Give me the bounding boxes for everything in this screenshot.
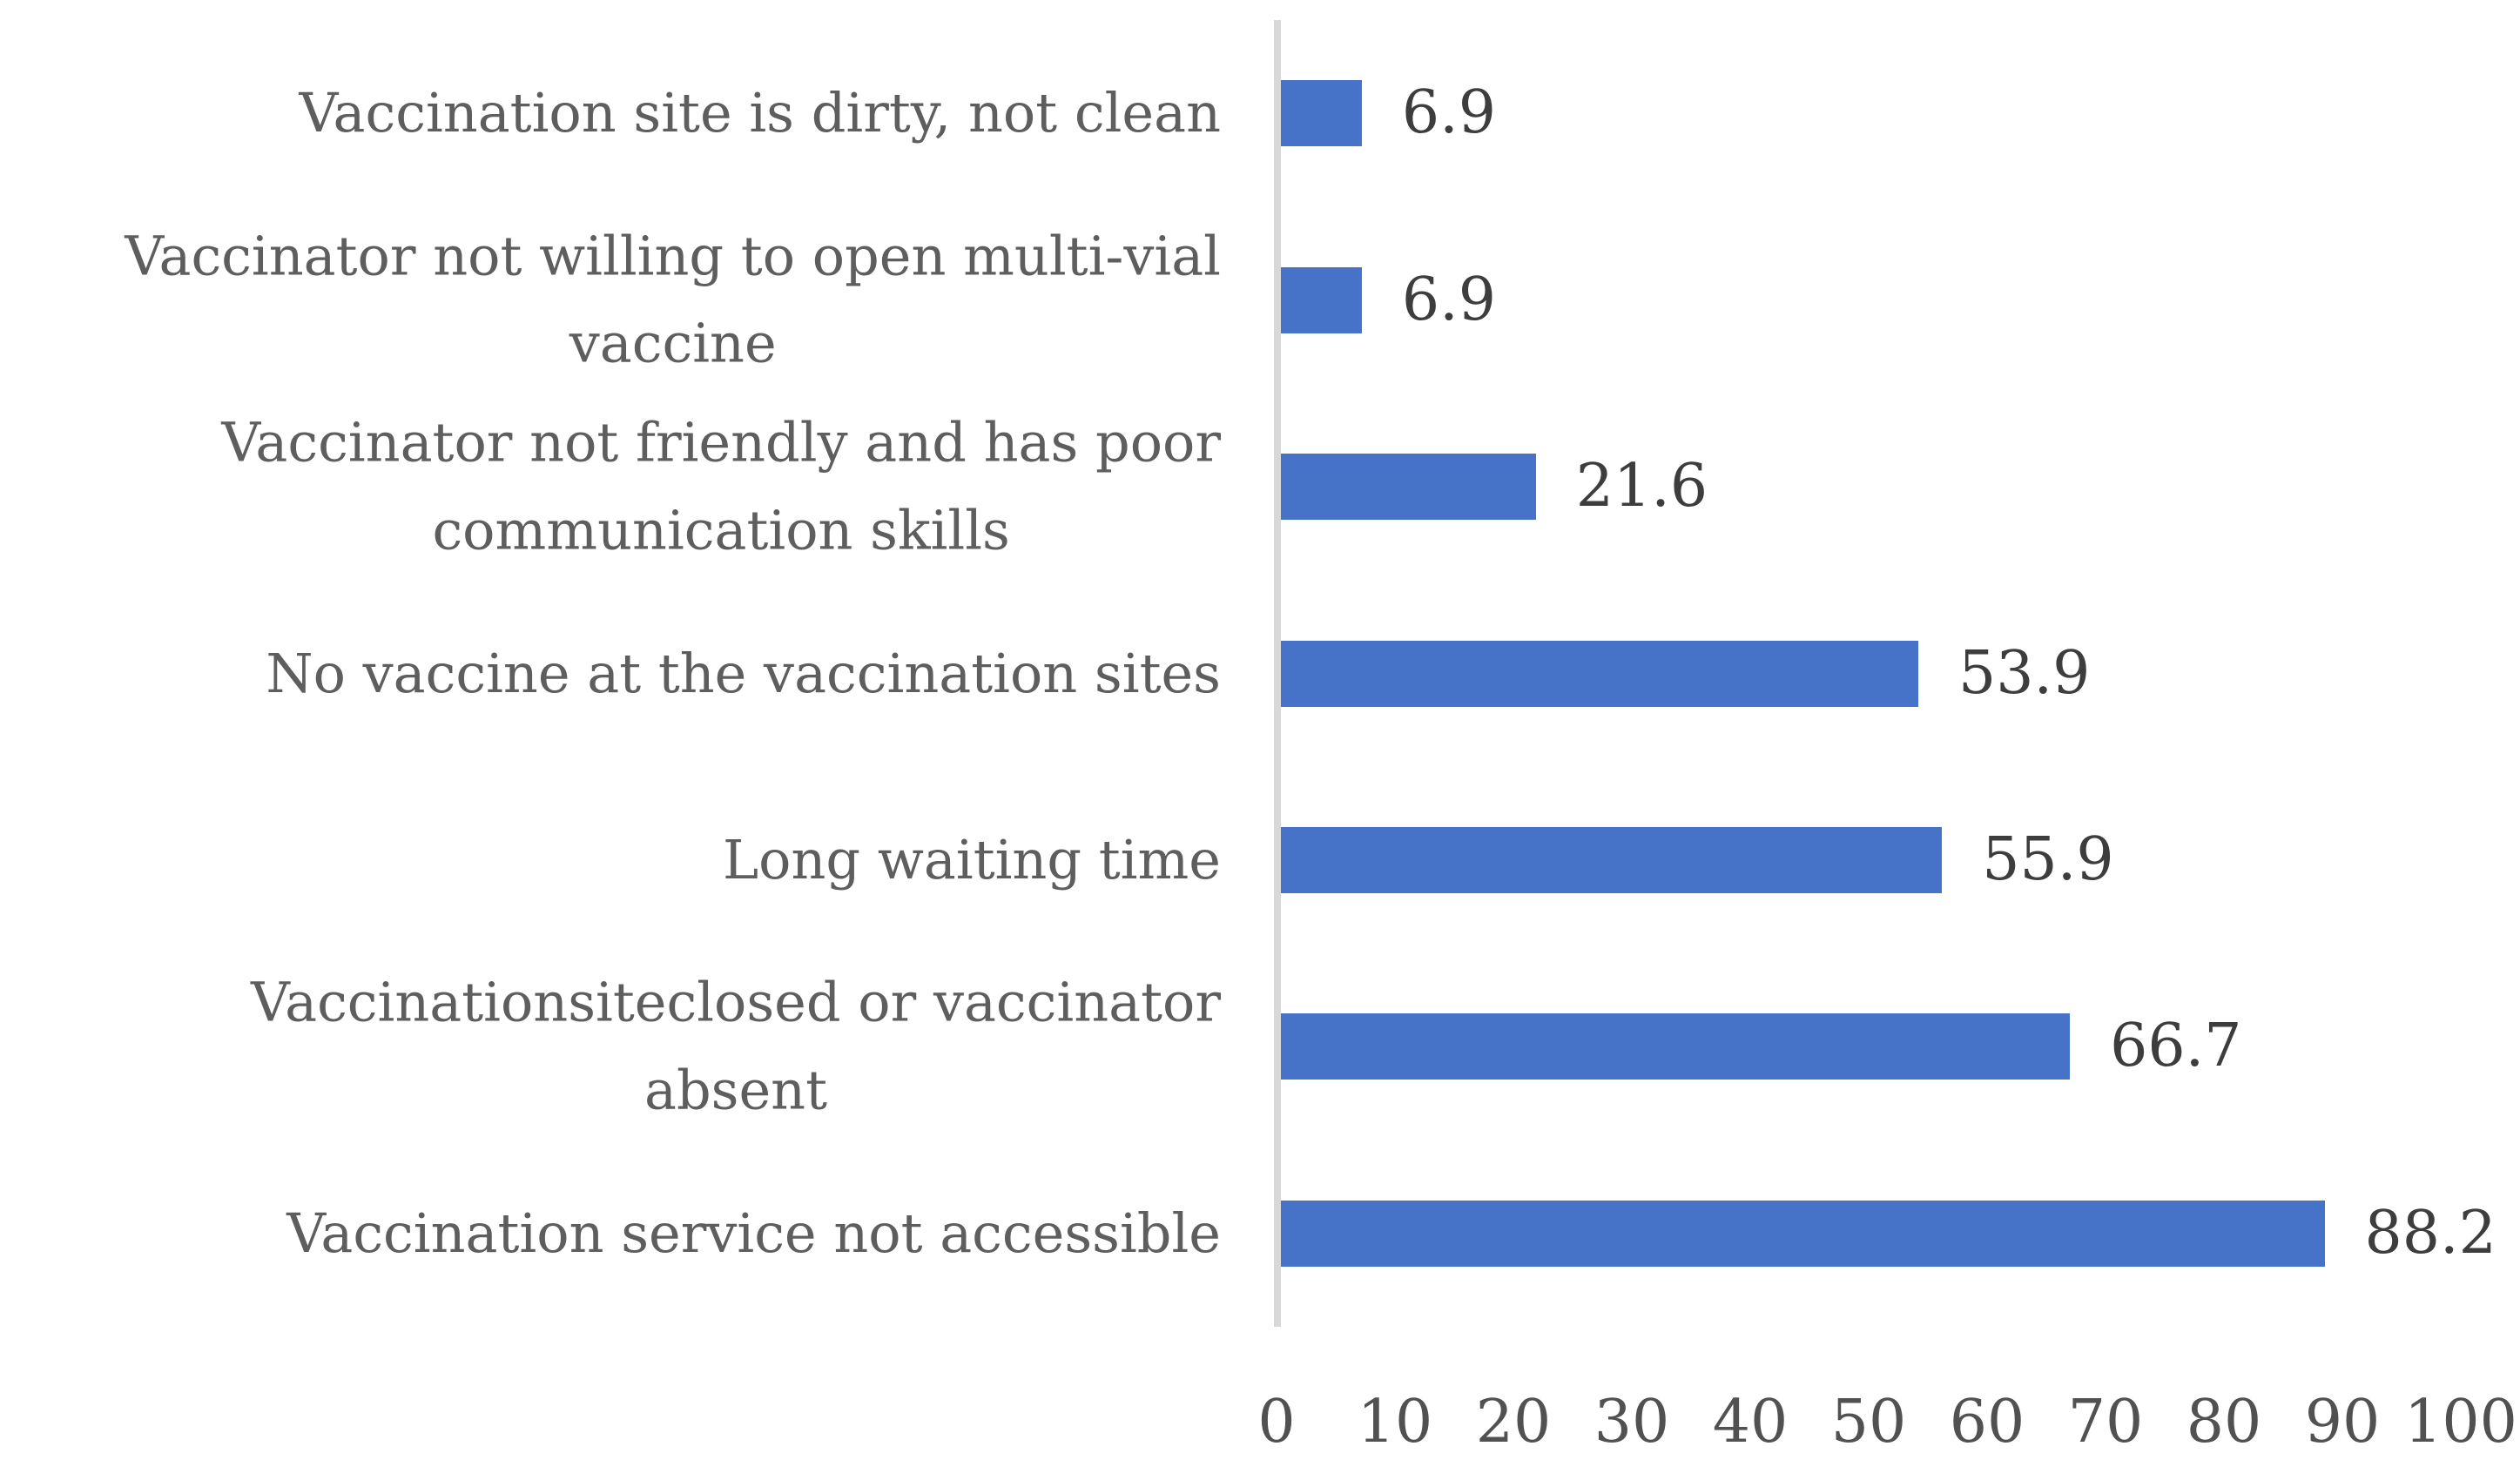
bar xyxy=(1280,80,1362,147)
category-label: Vaccinator not friendly and has poor comm… xyxy=(221,400,1221,575)
bar xyxy=(1280,1200,2325,1267)
x-axis-tick-label: 80 xyxy=(2186,1388,2262,1456)
x-axis-tick-label: 90 xyxy=(2304,1388,2381,1456)
x-axis-tick-label: 30 xyxy=(1594,1388,1670,1456)
bar xyxy=(1280,826,1943,893)
x-axis-tick-label: 100 xyxy=(2404,1388,2517,1456)
bar xyxy=(1280,1013,2071,1080)
value-label: 55.9 xyxy=(1982,824,2114,894)
x-axis-tick-label: 60 xyxy=(1949,1388,2025,1456)
category-label-line: Vaccinator not willing to open multi-via… xyxy=(125,224,1221,288)
category-label-line: Vaccinationsiteclosed or vaccinator xyxy=(251,970,1221,1034)
category-label-line: Long waiting time xyxy=(723,827,1221,891)
category-label: No vaccine at the vaccination sites xyxy=(266,629,1221,716)
category-label-line: Vaccinator not friendly and has poor xyxy=(221,410,1221,474)
bar xyxy=(1280,266,1362,333)
category-label: Vaccination service not accessible xyxy=(286,1190,1221,1277)
value-label: 53.9 xyxy=(1958,638,2091,708)
category-label-line: vaccine xyxy=(569,311,777,375)
x-axis-tick-label: 0 xyxy=(1257,1388,1296,1456)
y-axis-line xyxy=(1274,20,1281,1327)
value-label: 6.9 xyxy=(1401,265,1496,334)
x-axis-tick-label: 50 xyxy=(1830,1388,1907,1456)
category-label: Vaccinationsiteclosed or vaccinator absen… xyxy=(251,959,1221,1134)
x-axis-tick-label: 70 xyxy=(2067,1388,2144,1456)
category-label-line: Vaccination service not accessible xyxy=(286,1201,1221,1265)
category-label-line: communication skills xyxy=(432,498,1010,562)
category-label: Vaccinator not willing to open multi-via… xyxy=(125,212,1221,387)
bar xyxy=(1280,640,1919,707)
x-axis-tick-label: 40 xyxy=(1712,1388,1789,1456)
category-label-line: absent xyxy=(644,1058,828,1122)
x-axis-tick-label: 10 xyxy=(1357,1388,1433,1456)
value-label: 88.2 xyxy=(2364,1198,2496,1268)
value-label: 21.6 xyxy=(1575,452,1708,521)
value-label: 6.9 xyxy=(1401,78,1496,148)
category-label: Long waiting time xyxy=(723,817,1221,904)
category-label-line: Vaccination site is dirty, not clean xyxy=(299,80,1221,145)
category-label: Vaccination site is dirty, not clean xyxy=(299,70,1221,157)
bar xyxy=(1280,454,1536,521)
x-axis-tick-label: 20 xyxy=(1475,1388,1552,1456)
value-label: 66.7 xyxy=(2110,1012,2242,1081)
category-label-line: No vaccine at the vaccination sites xyxy=(266,641,1221,705)
